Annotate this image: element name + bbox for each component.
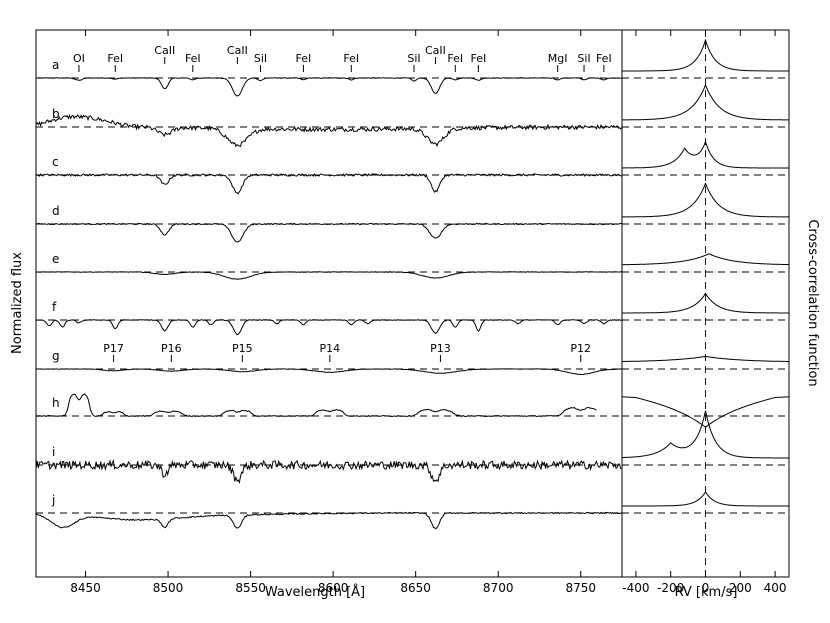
spectrum-f [35,319,622,336]
spectra-plot-area: a b c d e f g h i j [35,58,623,530]
axes: 8450 8500 8550 8600 8650 8700 8750 -400 -200 0 200… [70,30,787,595]
line-id-5: SiI [254,52,267,65]
x-tick-label-spectra-6: 8750 [565,581,596,595]
x-axis-title-ccf: RV [km/s] [675,585,738,600]
row-label-i: i [52,445,55,459]
line-id-3: FeI [185,52,201,65]
ccf-a [622,38,789,72]
row-label-h: h [52,396,60,410]
ccf-f [622,292,789,314]
row-label-g: g [52,349,60,363]
x-tick-label-ccf-1: -200 [657,581,684,595]
line-id-13: SiI [577,52,590,65]
y-axis-title-ccf: Cross-correlation function [805,219,820,386]
row-label-b: b [52,107,60,121]
ccf-i [621,410,789,459]
spectrum-b [35,114,623,148]
x-tick-label-spectra-2: 8550 [235,581,266,595]
spectra-panel-frame [35,29,623,578]
y-axis-title-spectra: Normalized flux [10,252,25,354]
line-id-6: FeI [296,52,312,65]
line-id-1: FeI [107,52,123,65]
row-label-d: d [52,204,60,218]
ccf-d [622,182,789,218]
spectrum-c [35,172,622,195]
paschen-id-1: P16 [161,342,182,355]
row-label-j: j [51,493,55,507]
line-id-10: FeI [447,52,463,65]
row-label-a: a [52,58,59,72]
x-tick-label-spectra-4: 8650 [400,581,431,595]
line-id-12: MgI [548,52,568,65]
x-tick-label-spectra-3: 8600 [318,581,349,595]
line-id-4: CaII [227,44,248,57]
paschen-id-4: P13 [430,342,451,355]
spectrum-a [35,77,622,97]
x-tick-label-ccf-3: 200 [729,581,752,595]
paschen-id-5: P12 [570,342,591,355]
line-id-7: FeI [343,52,359,65]
line-id-11: FeI [471,52,487,65]
spectrum-e [35,271,622,280]
ccf-e [622,253,789,266]
x-axis-title-spectra: Wavelength [Å] [265,584,365,600]
paschen-id-3: P14 [320,342,341,355]
x-tick-label-ccf-4: 400 [764,581,787,595]
x-tick-label-spectra-0: 8450 [70,581,101,595]
line-id-14: FeI [596,52,612,65]
spectrum-i [35,459,622,484]
line-id-8: SiI [407,52,420,65]
paschen-id-0: P17 [103,342,124,355]
x-tick-label-spectra-5: 8700 [483,581,514,595]
x-tick-label-ccf-2: 0 [702,581,710,595]
row-label-f: f [52,300,57,314]
row-label-c: c [52,155,59,169]
ccf-plot-area [621,30,790,577]
spectrum-g [36,368,622,375]
x-tick-label-spectra-1: 8500 [153,581,184,595]
line-id-2: CaII [154,44,175,57]
paschen-id-2: P15 [232,342,253,355]
spectrum-d [35,222,622,243]
x-tick-label-ccf-0: -400 [622,581,649,595]
spectrum-j [35,511,623,530]
ccf-panel-frame [621,29,790,578]
line-id-9: CaII [425,44,446,57]
spectrum-h [35,393,597,418]
row-label-e: e [52,252,59,266]
line-id-0: OI [73,52,85,65]
